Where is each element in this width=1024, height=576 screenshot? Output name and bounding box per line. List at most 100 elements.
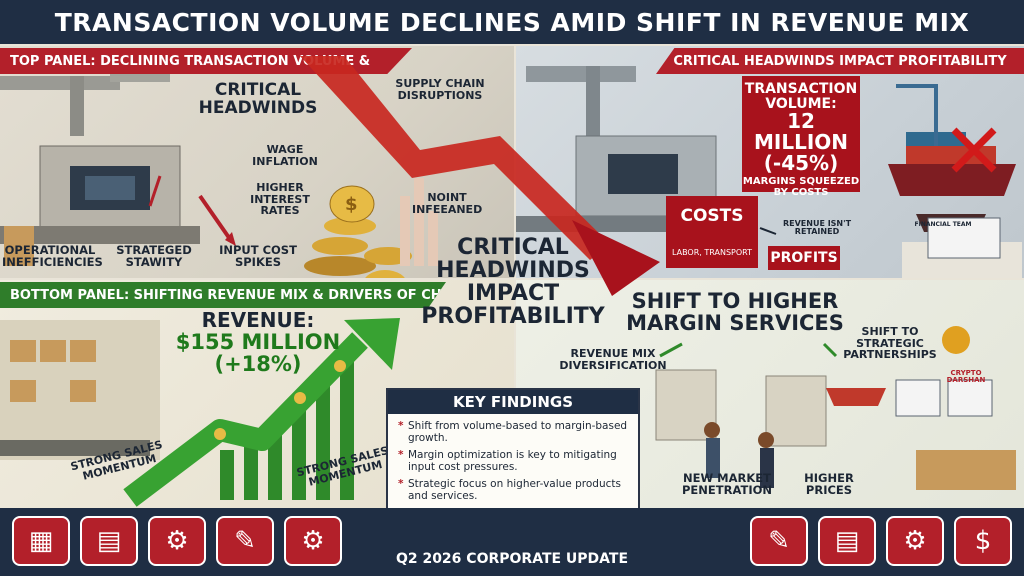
operational-label: OPERATIONAL INEFFICIENCIES bbox=[2, 243, 103, 270]
clipboard-icon: ✎ bbox=[216, 516, 274, 566]
chip-shape bbox=[608, 154, 678, 194]
clipboard-chart-icon: ✎ bbox=[750, 516, 808, 566]
revenue-stat: REVENUE: $155 MILLION (+18%) bbox=[160, 308, 356, 377]
bar-decor bbox=[220, 450, 234, 500]
bar-chart-icon: ▤ bbox=[818, 516, 876, 566]
profits-box: PROFITS bbox=[768, 246, 840, 270]
monitor-shape bbox=[927, 217, 1001, 259]
coin bbox=[294, 392, 306, 404]
calculator-icon: ▦ bbox=[12, 516, 70, 566]
person-head bbox=[704, 422, 720, 438]
ship-hull bbox=[888, 164, 1016, 196]
page-title: TRANSACTION VOLUME DECLINES AMID SHIFT I… bbox=[54, 7, 970, 37]
key-findings-title: KEY FINDINGS bbox=[388, 390, 638, 414]
list-item: * Strategic focus on higher-value product… bbox=[398, 478, 630, 502]
revenue-not-retained-label: REVENUE ISN'T RETAINED bbox=[782, 219, 852, 237]
conveyor-shape bbox=[0, 226, 200, 244]
box-shape bbox=[70, 340, 96, 362]
costs-sub: LABOR, TRANSPORT bbox=[671, 248, 753, 257]
box-shape bbox=[10, 380, 36, 402]
chart-board bbox=[947, 379, 993, 417]
conveyor-shape bbox=[0, 440, 150, 456]
gear-icon: ⚙ bbox=[886, 516, 944, 566]
dollar-icon: $ bbox=[345, 194, 358, 215]
title-bar: TRANSACTION VOLUME DECLINES AMID SHIFT I… bbox=[0, 0, 1024, 44]
box-shape bbox=[10, 340, 36, 362]
headwinds-banner: CRITICAL HEADWINDS IMPACT PROFITABILITY bbox=[656, 48, 1024, 74]
spreadsheet-icon: ▤ bbox=[80, 516, 138, 566]
report-dollar-icon: $ bbox=[954, 516, 1012, 566]
stat-value: 12 MILLION bbox=[753, 109, 848, 155]
growth-arrow-head bbox=[344, 318, 400, 370]
down-arrow-icon bbox=[148, 175, 162, 207]
desk-shape bbox=[916, 450, 1016, 490]
chart-board bbox=[895, 379, 941, 417]
key-findings-box: KEY FINDINGS * Shift from volume-based to… bbox=[386, 388, 640, 518]
finding-text: Strategic focus on higher-value products… bbox=[408, 478, 621, 503]
revenue-mix-label: REVENUE MIX DIVERSIFICATION bbox=[559, 347, 667, 372]
growth-arrow bbox=[123, 332, 368, 507]
shelf-shape bbox=[765, 375, 827, 447]
box-shape bbox=[4, 226, 34, 266]
stat-note: MARGINS SQUEEZED BY COSTS bbox=[742, 176, 860, 199]
higher-margin-headline: SHIFT TO HIGHER MARGIN SERVICES bbox=[626, 289, 844, 336]
footer-caption: Q2 2026 CORPORATE UPDATE bbox=[395, 551, 629, 567]
costs-box: COSTS LABOR, TRANSPORT bbox=[666, 196, 758, 268]
person-head bbox=[758, 432, 774, 448]
stat-title: TRANSACTION VOLUME: bbox=[744, 81, 858, 112]
revenue-title: REVENUE: bbox=[201, 308, 315, 332]
coin bbox=[365, 270, 405, 278]
coin bbox=[214, 428, 226, 440]
cross-icon bbox=[951, 127, 997, 173]
coin bbox=[334, 360, 346, 372]
input-cost-label: INPUT COST SPIKES bbox=[219, 243, 297, 270]
crypto-badge bbox=[942, 326, 970, 354]
bullet-icon: * bbox=[398, 420, 404, 432]
stat-change: (-45%) bbox=[763, 151, 839, 176]
person-body bbox=[760, 448, 774, 488]
interest-rates-label: HIGHER INTEREST RATES bbox=[250, 181, 310, 218]
revenue-value: $155 MILLION bbox=[175, 330, 341, 354]
factory-icon: ⚙ bbox=[148, 516, 206, 566]
center-headwinds-label: CRITICAL HEADWINDS IMPACT PROFITABILITY bbox=[421, 235, 605, 330]
bottom-panel-banner: BOTTOM PANEL: SHIFTING REVENUE MIX & DRI… bbox=[0, 282, 446, 308]
top-panel-banner: TOP PANEL: DECLINING TRANSACTION VOLUME … bbox=[0, 48, 412, 74]
supply-chain-label: SUPPLY CHAIN DISRUPTIONS bbox=[395, 77, 485, 102]
bar-decor bbox=[340, 360, 354, 500]
strateged-label: STRATEGED STAWITY bbox=[116, 243, 192, 270]
finding-text: Margin optimization is key to mitigating… bbox=[408, 449, 617, 474]
box-shape bbox=[40, 340, 66, 362]
higher-prices-label: HIGHER PRICES bbox=[804, 471, 854, 498]
transaction-volume-stat: TRANSACTION VOLUME: 12 MILLION (-45%) MA… bbox=[742, 76, 860, 198]
chip-core bbox=[85, 176, 135, 200]
new-market-label: NEW MARKET PENETRATION bbox=[682, 471, 772, 498]
warehouse-illustration bbox=[0, 318, 400, 507]
crane-shape bbox=[896, 84, 938, 146]
pipe-shape bbox=[70, 76, 84, 136]
coin bbox=[312, 237, 368, 255]
person-body bbox=[706, 438, 720, 478]
bar-decor bbox=[400, 196, 410, 266]
down-arrow-icon bbox=[198, 194, 234, 244]
revenue-change: (+18%) bbox=[214, 352, 302, 377]
awning-shape bbox=[826, 388, 886, 406]
footer: ▦ ▤ ⚙ ✎ ⚙ Q2 2026 CORPORATE UPDATE ✎ ▤ ⚙… bbox=[0, 508, 1024, 576]
bullet-icon: * bbox=[398, 449, 404, 462]
pipe-shape bbox=[0, 76, 120, 90]
crypto-label: CRYPTO DARSHAN bbox=[946, 369, 986, 385]
financial-team-label: FINANCIAL TEAM bbox=[914, 221, 972, 228]
bar-decor bbox=[292, 400, 306, 500]
list-item: * Shift from volume-based to margin-based… bbox=[398, 420, 630, 444]
bar-decor bbox=[316, 380, 330, 500]
pipe-shape bbox=[526, 66, 636, 82]
gear-dollar-icon: ⚙ bbox=[284, 516, 342, 566]
costs-label: COSTS bbox=[680, 206, 744, 226]
bullet-icon: * bbox=[398, 478, 404, 491]
partnerships-label: SHIFT TO STRATEGIC PARTNERSHIPS bbox=[843, 325, 937, 362]
key-findings-list: * Shift from volume-based to margin-based… bbox=[388, 414, 638, 502]
noint-label: NOINT INFEEANED bbox=[412, 191, 483, 216]
list-item: * Margin optimization is key to mitigatin… bbox=[398, 449, 630, 473]
arrow-head bbox=[225, 232, 236, 246]
market-illustration bbox=[655, 326, 1016, 490]
pipe-shape bbox=[586, 66, 600, 136]
